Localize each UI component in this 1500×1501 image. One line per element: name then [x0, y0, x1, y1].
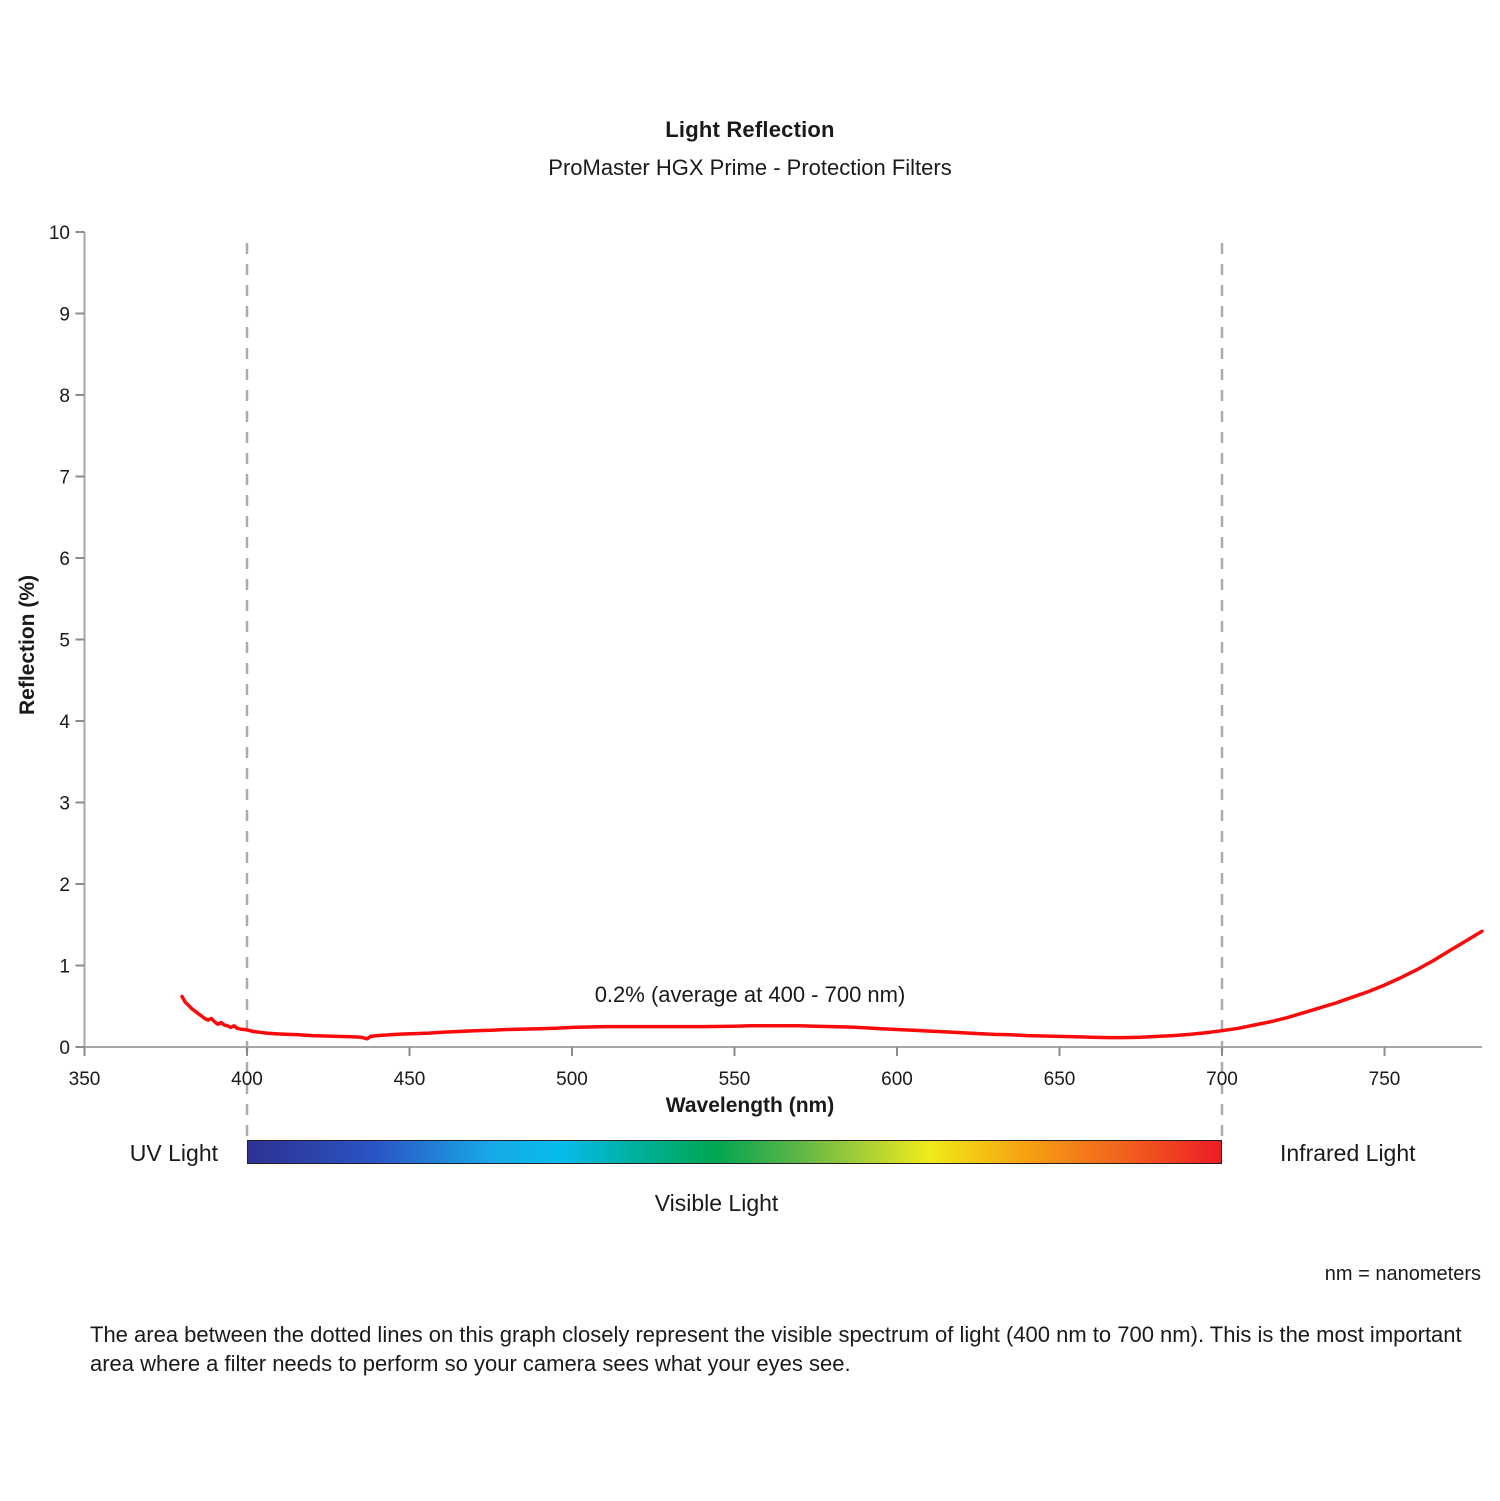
- x-tick-label: 400: [231, 1069, 263, 1090]
- chart-subtitle: ProMaster HGX Prime - Protection Filters: [548, 155, 952, 180]
- x-tick-label: 750: [1369, 1069, 1401, 1090]
- y-tick-label: 10: [49, 223, 70, 244]
- visible-light-label: Visible Light: [654, 1190, 779, 1216]
- average-reflection-annotation: 0.2% (average at 400 - 700 nm): [594, 982, 906, 1007]
- x-axis-title: Wavelength (nm): [665, 1094, 835, 1117]
- y-tick-label: 8: [59, 386, 70, 407]
- y-tick-label: 3: [59, 794, 70, 815]
- y-tick-label: 4: [59, 712, 70, 733]
- y-tick-label: 5: [59, 631, 70, 652]
- y-tick-label: 0: [59, 1038, 70, 1059]
- y-tick-label: 2: [59, 875, 70, 896]
- visible-spectrum-gradient-bar: [247, 1140, 1222, 1164]
- x-tick-label: 600: [881, 1069, 913, 1090]
- reflection-curve: [180, 929, 1484, 1041]
- x-tick-label: 500: [556, 1069, 588, 1090]
- y-tick-label: 9: [59, 305, 70, 326]
- nm-abbreviation-note: nm = nanometers: [1324, 1263, 1481, 1285]
- footer-explanation: The area between the dotted lines on thi…: [90, 1322, 1462, 1377]
- chart-title: Light Reflection: [665, 117, 835, 142]
- y-axis-title: Reflection (%): [16, 575, 39, 716]
- infrared-light-label: Infrared Light: [1280, 1140, 1416, 1166]
- uv-light-label: UV Light: [129, 1140, 218, 1166]
- y-tick-label: 6: [59, 549, 70, 570]
- x-tick-label: 700: [1206, 1069, 1238, 1090]
- y-tick-label: 1: [59, 957, 70, 978]
- x-tick-label: 350: [69, 1069, 101, 1090]
- x-tick-label: 550: [719, 1069, 751, 1090]
- x-tick-label: 450: [394, 1069, 426, 1090]
- y-tick-label: 7: [59, 468, 70, 489]
- x-tick-label: 650: [1044, 1069, 1076, 1090]
